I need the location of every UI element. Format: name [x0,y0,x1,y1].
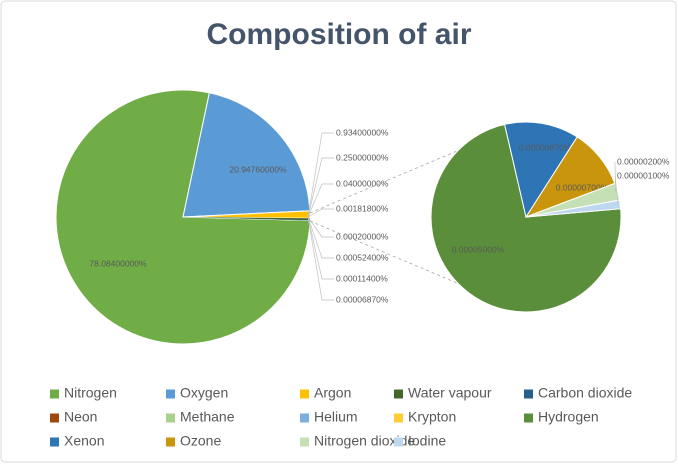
pie-slice [183,217,310,221]
legend-swatch [524,413,533,423]
pie-slice [183,217,310,221]
legend-swatch [300,413,309,423]
value-label: 78.08400000% [89,258,147,268]
legend-label: Xenon [64,433,104,449]
legend-label: Neon [64,409,97,425]
legend-label: Hydrogen [538,409,599,425]
legend-swatch [394,437,403,447]
chart-title: Composition of air [207,18,472,51]
pie-slice-other [183,217,310,221]
leader-line [307,216,334,259]
legend-label: Argon [314,385,351,401]
legend-swatch [50,413,59,423]
leader-line [307,216,334,301]
pie-slice [182,92,311,218]
legend-label: Carbon dioxide [538,385,632,401]
pie-slice [183,217,310,221]
legend-label: Helium [314,409,358,425]
value-label: 0.00181800% [336,203,389,213]
legend-swatch [166,413,175,423]
leader-line [614,175,619,205]
connector [309,123,522,214]
value-label: 0.00005000% [452,244,505,254]
leader-line [307,132,334,218]
value-label: 0.93400000% [336,127,389,137]
pie-slice [183,217,310,221]
value-label: 0.00000200% [617,156,670,166]
value-label: 0.00000870% [519,142,572,152]
value-label: 0.00052400% [336,252,389,262]
legend-swatch [394,389,403,399]
pie-slice [504,121,578,219]
value-label: 0.00000700% [556,182,609,192]
leader-line [307,183,334,218]
legend-swatch [394,413,403,423]
legend-label: Nitrogen dioxide [314,433,415,449]
leader-line [307,216,334,280]
legend-label: Iodine [408,433,446,449]
pie-slice [182,210,311,219]
value-label: 20.94760000% [229,164,287,174]
pie-slice [525,199,622,218]
value-label: 0.00006870% [336,294,389,304]
legend-swatch [524,389,533,399]
pie-slice [430,123,622,313]
legend-label: Krypton [408,409,456,425]
legend-swatch [166,389,175,399]
leader-line [307,208,334,218]
value-label: 0.04000000% [336,178,389,188]
legend-swatch [166,437,175,447]
legend-label: Ozone [180,433,221,449]
legend-swatch [50,389,59,399]
leader-line [307,216,334,238]
value-label: 0.00011400% [336,273,388,283]
legend-label: Oxygen [180,385,228,401]
legend-label: Methane [180,409,235,425]
leader-line [307,157,334,218]
value-label: 0.00020000% [336,231,389,241]
connector [309,220,522,311]
legend-swatch [300,437,309,447]
legend-swatch [50,437,59,447]
value-label: 0.00000100% [617,170,670,180]
pie-slice [183,217,310,221]
value-label: 0.25000000% [336,152,389,162]
legend-label: Nitrogen [64,385,117,401]
legend-swatch [300,389,309,399]
pie-slice [183,217,310,221]
legend-label: Water vapour [408,385,492,401]
